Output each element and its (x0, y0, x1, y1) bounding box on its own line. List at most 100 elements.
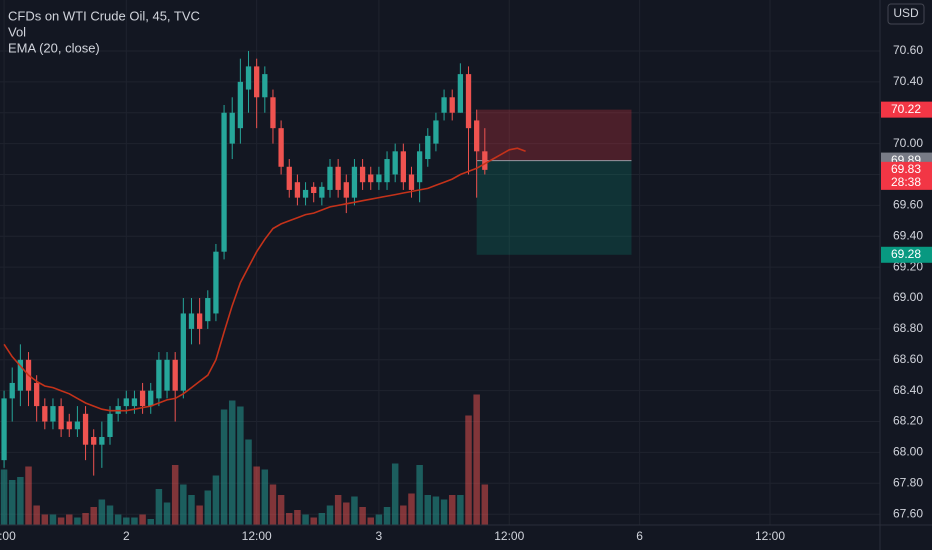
candle-body (188, 313, 195, 329)
candle-body (278, 128, 284, 167)
chart-title: CFDs on WTI Crude Oil, 45, TVC (8, 8, 200, 23)
volume-bar (253, 466, 260, 525)
volume-bar (196, 505, 203, 525)
y-tick-label: 68.20 (893, 414, 923, 428)
candle-body (441, 97, 447, 113)
volume-bar (302, 514, 309, 525)
y-tick-label: 67.80 (893, 475, 923, 489)
volume-bar (212, 475, 220, 525)
currency[interactable]: USD (893, 6, 919, 20)
volume-bar (171, 465, 179, 525)
candle-body (205, 298, 211, 322)
y-tick-label: 68.40 (893, 383, 923, 397)
candle-body (327, 166, 333, 190)
x-tick-label: 2 (123, 529, 130, 543)
candle-body (213, 251, 219, 314)
candle-body (66, 421, 72, 430)
candle-body (433, 120, 439, 144)
volume-bar (245, 439, 252, 525)
volume-bar (228, 400, 236, 525)
candle-body (319, 186, 325, 198)
volume-bar (277, 495, 285, 525)
volume-bar (74, 517, 81, 525)
volume-bar (237, 406, 244, 525)
volume-bar (139, 514, 146, 525)
candle-body (237, 81, 244, 129)
candle-body (302, 189, 309, 198)
candle-body (294, 182, 301, 198)
candle-body (139, 390, 146, 407)
candle-body (172, 359, 178, 391)
candle-body (335, 166, 341, 190)
candle-body (254, 66, 260, 98)
candle-body (400, 151, 406, 183)
volume-bar (204, 490, 212, 525)
candle-body (91, 436, 97, 445)
candle-body (270, 97, 276, 129)
candle-body (384, 159, 390, 183)
volume-bar (8, 480, 16, 525)
volume-bar (424, 495, 432, 525)
volume-bar (123, 517, 130, 525)
volume-bar (25, 466, 32, 525)
volume-bar (220, 409, 228, 525)
volume-bar (147, 519, 154, 525)
candle-body (74, 421, 81, 430)
volume-bar (465, 415, 472, 525)
volume-bar (448, 495, 456, 525)
candle-body (368, 174, 374, 183)
y-tick-label: 70.40 (893, 74, 923, 88)
candle-body (425, 135, 431, 160)
candle-body (416, 151, 423, 183)
volume-bar (310, 517, 317, 525)
volume-bar (432, 496, 440, 525)
last-price-tag (881, 161, 932, 190)
candle-body (245, 66, 252, 90)
candle-body (376, 174, 382, 183)
candle-body (482, 151, 488, 170)
volume-bar (180, 484, 187, 525)
x-tick-label: 6 (636, 529, 643, 543)
currency-button[interactable] (887, 3, 925, 25)
y-tick-label: 69.00 (893, 290, 923, 304)
candle-body (1, 398, 7, 461)
candle-body (123, 398, 129, 407)
price-axis: 67.60 67.80 68.00 68.20 68.40 68.60 68.80 69.00… (0, 43, 932, 543)
y-tick-label: 68.00 (893, 445, 923, 459)
volume-bar (33, 505, 40, 525)
candle-body (34, 382, 40, 407)
volume-bar (131, 517, 138, 525)
target-tag-label: 69.28 (891, 247, 921, 261)
y-tick-label: 69.20 (893, 259, 923, 273)
candle-body (17, 359, 24, 391)
y-tick-label: 67.60 (893, 506, 923, 520)
volume-bar (334, 495, 342, 525)
candle-body (221, 112, 227, 252)
candle-body (392, 151, 398, 175)
y-tick-label: 68.80 (893, 321, 923, 335)
volume-bar (17, 477, 24, 525)
indicator-label: EMA (20, close) (8, 40, 100, 55)
volume-bar (416, 465, 423, 525)
volume-bar (391, 463, 399, 525)
volume-bar (41, 514, 49, 525)
y-tick-label: 70.00 (893, 136, 923, 150)
volume-bar (351, 496, 358, 525)
volume-bar (400, 505, 407, 525)
volume-bar (481, 484, 489, 525)
volume-bar (188, 495, 195, 525)
volume-bar (49, 514, 57, 525)
candle-body (359, 166, 366, 183)
volume-bar (375, 514, 383, 525)
plot (0, 50, 632, 525)
candle-body (457, 74, 464, 113)
candle-body (148, 390, 154, 407)
candle-body (262, 74, 268, 98)
volume-bar (457, 495, 464, 525)
volume-bar (114, 514, 122, 525)
volume-bar (0, 469, 8, 525)
candle-body (156, 359, 162, 399)
volume-bar (163, 502, 171, 525)
candle-body (164, 359, 170, 391)
